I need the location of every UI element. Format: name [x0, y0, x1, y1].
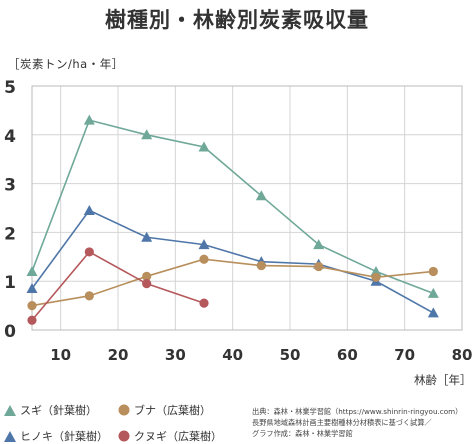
data-point-circle — [142, 279, 152, 289]
data-point-circle — [84, 247, 94, 257]
legend-item-kunugi: クヌギ（広葉樹） — [118, 428, 222, 444]
data-point-circle — [371, 272, 381, 282]
data-point-triangle — [83, 204, 95, 215]
data-point-circle — [199, 298, 209, 308]
legend-item-buna: ブナ（広葉樹） — [118, 402, 211, 418]
data-point-triangle — [427, 307, 439, 318]
y-tick-label: 0 — [4, 322, 16, 342]
data-point-circle — [142, 271, 152, 281]
x-tick-label: 80 — [452, 346, 473, 364]
legend-label-hinoki: ヒノキ（針葉樹） — [20, 430, 108, 443]
triangle-marker-icon — [4, 430, 16, 442]
y-tick-label: 4 — [4, 127, 16, 147]
data-point-triangle — [141, 231, 153, 242]
y-axis-unit: ［炭素トン/ha・年］ — [8, 57, 124, 71]
data-point-circle — [27, 301, 37, 311]
legend: スギ（針葉樹） ブナ（広葉樹） ヒノキ（針葉樹） クヌギ（広葉樹） — [0, 398, 260, 444]
legend-label-kunugi: クヌギ（広葉樹） — [134, 430, 222, 443]
circle-marker-icon — [118, 430, 130, 442]
y-tick-label: 1 — [4, 273, 16, 293]
legend-item-sugi: スギ（針葉樹） — [4, 402, 97, 418]
data-point-triangle — [198, 239, 210, 250]
data-point-triangle — [255, 190, 267, 201]
x-axis-unit: 林齢［年］ — [414, 373, 472, 387]
series-line — [31, 119, 434, 295]
source-line-1: 出典：森林・林業学習館（https://www.shinrin-ringyou.… — [252, 407, 463, 416]
source-note: 出典：森林・林業学習館（https://www.shinrin-ringyou.… — [252, 406, 472, 439]
x-tick-label: 30 — [165, 346, 186, 364]
data-point-circle — [199, 254, 209, 264]
series-line — [31, 209, 434, 314]
source-line-2: 長野県地域森林計画主要樹種林分材積表に基づく試算／ — [252, 418, 432, 427]
triangle-marker-icon — [4, 404, 16, 416]
data-point-triangle — [313, 239, 325, 250]
source-line-3: グラフ作成：森林・林業学習館 — [252, 429, 353, 438]
x-tick-label: 60 — [337, 346, 358, 364]
x-tick-label: 10 — [50, 346, 71, 364]
data-point-triangle — [427, 287, 439, 298]
legend-label-sugi: スギ（針葉樹） — [20, 404, 97, 417]
series-line — [31, 250, 205, 321]
data-point-circle — [256, 260, 266, 271]
circle-marker-icon — [118, 404, 130, 416]
x-tick-label: 50 — [280, 346, 301, 364]
x-tick-label: 20 — [108, 346, 129, 364]
data-point-triangle — [141, 129, 153, 140]
y-tick-label: 3 — [4, 176, 16, 196]
legend-item-hinoki: ヒノキ（針葉樹） — [4, 428, 108, 444]
series-line — [31, 258, 434, 307]
x-tick-label: 70 — [394, 346, 415, 364]
data-point-triangle — [26, 265, 38, 276]
y-tick-label: 5 — [4, 78, 16, 98]
data-point-circle — [27, 315, 37, 325]
data-point-triangle — [370, 265, 382, 276]
plot-frame — [31, 85, 463, 331]
x-tick-label: 40 — [222, 346, 243, 364]
data-point-circle — [428, 266, 438, 277]
data-point-triangle — [198, 141, 210, 152]
data-point-circle — [84, 291, 94, 301]
data-point-circle — [314, 261, 324, 272]
legend-label-buna: ブナ（広葉樹） — [134, 404, 211, 417]
y-tick-label: 2 — [4, 224, 16, 244]
chart-title: 樹種別・林齢別炭素吸収量 — [105, 8, 369, 32]
data-point-triangle — [26, 283, 38, 294]
data-point-triangle — [83, 114, 95, 125]
